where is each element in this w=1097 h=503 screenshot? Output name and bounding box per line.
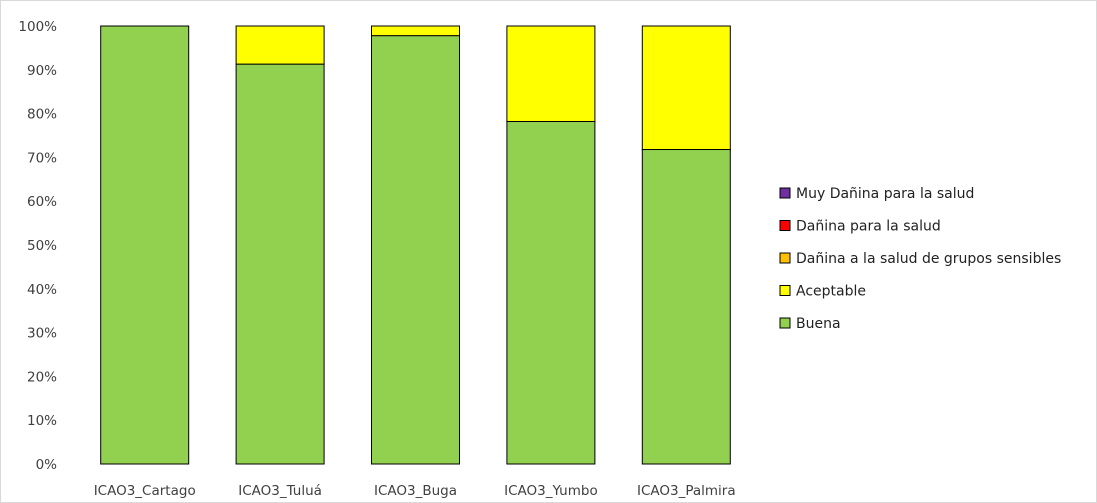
legend: Muy Dañina para la salud Dañina para la s… [779, 186, 1061, 332]
bar-segment-buena [506, 120, 596, 465]
y-tick-label: 70% [27, 150, 57, 166]
y-tick-label: 0% [36, 457, 58, 473]
bar-segment-aceptable [371, 25, 460, 37]
legend-swatch [779, 187, 791, 199]
y-tick-label: 50% [27, 238, 57, 254]
legend-swatch [779, 317, 791, 329]
bar-segment-aceptable [235, 25, 325, 65]
legend-label: Aceptable [796, 284, 866, 300]
x-category-label: ICAO3_Tuluá [238, 483, 322, 499]
bar-segment-buena [100, 25, 190, 465]
x-category-label: ICAO3_Palmira [637, 483, 736, 499]
y-tick-label: 40% [27, 282, 57, 298]
y-tick-label: 10% [27, 413, 57, 429]
bars [100, 25, 731, 465]
x-axis: ICAO3_Cartago ICAO3_Tuluá ICAO3_Buga ICAO3_… [94, 483, 736, 499]
bar-segment-buena [371, 35, 460, 465]
y-axis: 0% 10% 20% 30% 40% 50% 60% 70% 80% 90% 100% [18, 19, 57, 473]
y-tick-label: 60% [27, 194, 57, 210]
y-tick-label: 90% [27, 63, 57, 79]
x-category-label: ICAO3_Buga [374, 483, 457, 499]
legend-item: Dañina a la salud de grupos sensibles [779, 251, 1061, 267]
x-category-label: ICAO3_Yumbo [504, 483, 598, 499]
x-category-label: ICAO3_Cartago [94, 483, 196, 499]
legend-item: Dañina para la salud [779, 219, 941, 235]
legend-swatch [779, 252, 791, 264]
bar-segment-aceptable [506, 25, 596, 122]
y-tick-label: 30% [27, 326, 57, 342]
legend-label: Buena [796, 316, 841, 332]
legend-label: Dañina para la salud [796, 219, 941, 235]
y-tick-label: 20% [27, 369, 57, 385]
bar-segment-aceptable [641, 25, 731, 151]
legend-label: Muy Dañina para la salud [796, 186, 974, 202]
legend-item: Aceptable [779, 284, 866, 300]
legend-label: Dañina a la salud de grupos sensibles [796, 251, 1061, 267]
bar-segment-buena [641, 149, 731, 465]
legend-swatch [779, 220, 791, 231]
legend-item: Muy Dañina para la salud [779, 186, 974, 202]
bar-segment-buena [235, 63, 325, 465]
y-tick-label: 100% [18, 19, 57, 35]
legend-swatch [779, 285, 791, 296]
legend-item: Buena [779, 316, 841, 332]
y-tick-label: 80% [27, 107, 57, 123]
